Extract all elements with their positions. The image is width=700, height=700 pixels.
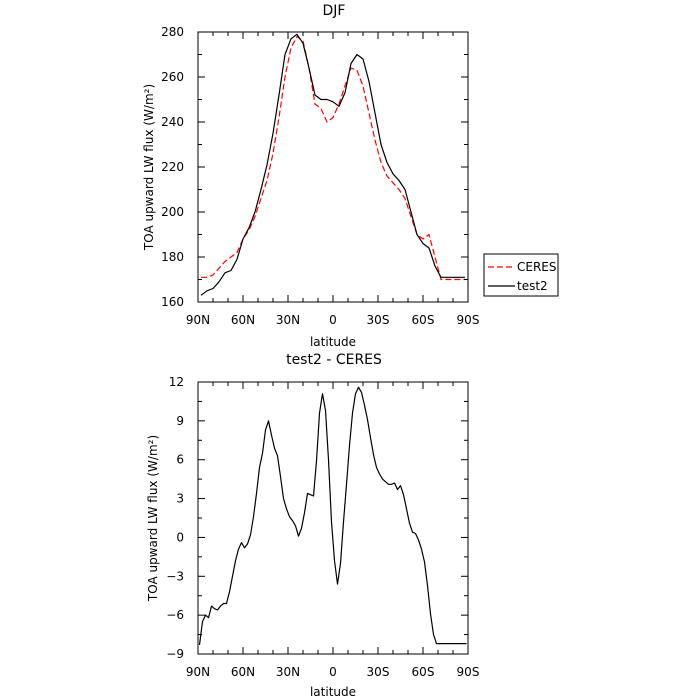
x-tick-label: 90S [457,665,480,679]
y-tick-label: 260 [161,70,184,84]
y-tick-label: 180 [161,250,184,264]
x-tick-label: 60N [231,313,255,327]
y-tick-label: 160 [161,295,184,309]
series-line-test2 [200,33,465,296]
y-tick-label: −9 [166,647,184,661]
difference-line [198,386,467,645]
y-tick-label: 240 [161,115,184,129]
y-tick-label: 9 [176,414,184,428]
x-tick-label: 0 [329,313,337,327]
y-tick-label: 0 [176,530,184,544]
y-tick-label: 200 [161,205,184,219]
y-tick-label: 12 [169,375,184,389]
djf-line-chart: DJF 90N 60N 30N 0 30S 60S 90S 160 180 200 220 240 2… [142,3,559,349]
plot-frame [197,31,469,303]
legend: CERES test2 [483,253,559,297]
x-tick-label: 30S [367,665,390,679]
y-tick-label: 6 [176,453,184,467]
x-axis-label: latitude [310,335,356,349]
x-tick-label: 30S [367,313,390,327]
series-line-ceres [201,35,465,281]
x-tick-label: 30N [276,665,300,679]
x-tick-label: 90N [186,665,210,679]
y-axis-label: TOA upward LW flux (W/m²) [142,84,156,251]
y-tick-label: 220 [161,160,184,174]
x-tick-label: 60S [412,313,435,327]
y-tick-label: −3 [166,569,184,583]
y-tick-label: −6 [166,608,184,622]
legend-label-test2: test2 [517,279,548,293]
x-tick-label: 60S [412,665,435,679]
legend-box [483,253,559,297]
x-tick-label: 0 [329,665,337,679]
legend-label-ceres: CERES [517,260,557,274]
difference-line-chart: test2 - CERES 90N 60N 30N 0 30S 60S 90S −9 −6 −3… [146,352,479,699]
chart-title: test2 - CERES [286,352,382,368]
x-tick-label: 90S [457,313,480,327]
x-axis-label: latitude [310,685,356,699]
y-axis-label: TOA upward LW flux (W/m²) [146,435,160,602]
x-tick-label: 30N [276,313,300,327]
plot-frame [197,381,469,655]
y-tick-label: 280 [161,25,184,39]
y-tick-label: 3 [176,492,184,506]
x-tick-label: 90N [186,313,210,327]
x-tick-label: 60N [231,665,255,679]
chart-title: DJF [323,3,346,19]
